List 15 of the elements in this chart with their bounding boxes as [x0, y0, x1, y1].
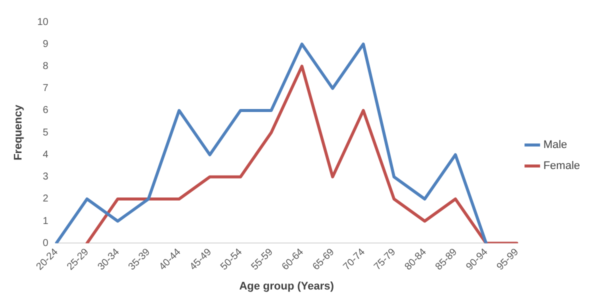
- y-tick-label: 8: [42, 60, 49, 72]
- legend-label: Male: [543, 139, 568, 152]
- y-tick-label: 3: [42, 172, 49, 183]
- y-tick-label: 10: [37, 16, 49, 28]
- y-tick-label: 0: [42, 238, 49, 249]
- y-tick-label: 1: [42, 216, 49, 227]
- y-tick-label: 6: [42, 105, 49, 116]
- y-tick-label: 2: [42, 194, 49, 205]
- y-tick-label: 7: [42, 83, 49, 94]
- x-axis-title: Age group (Years): [239, 280, 334, 292]
- y-tick-label: 4: [42, 149, 49, 160]
- y-tick-label: 5: [42, 127, 49, 138]
- legend-label: Female: [543, 160, 580, 172]
- y-axis-title: Frequency: [12, 104, 25, 160]
- y-tick-label: 9: [42, 38, 49, 50]
